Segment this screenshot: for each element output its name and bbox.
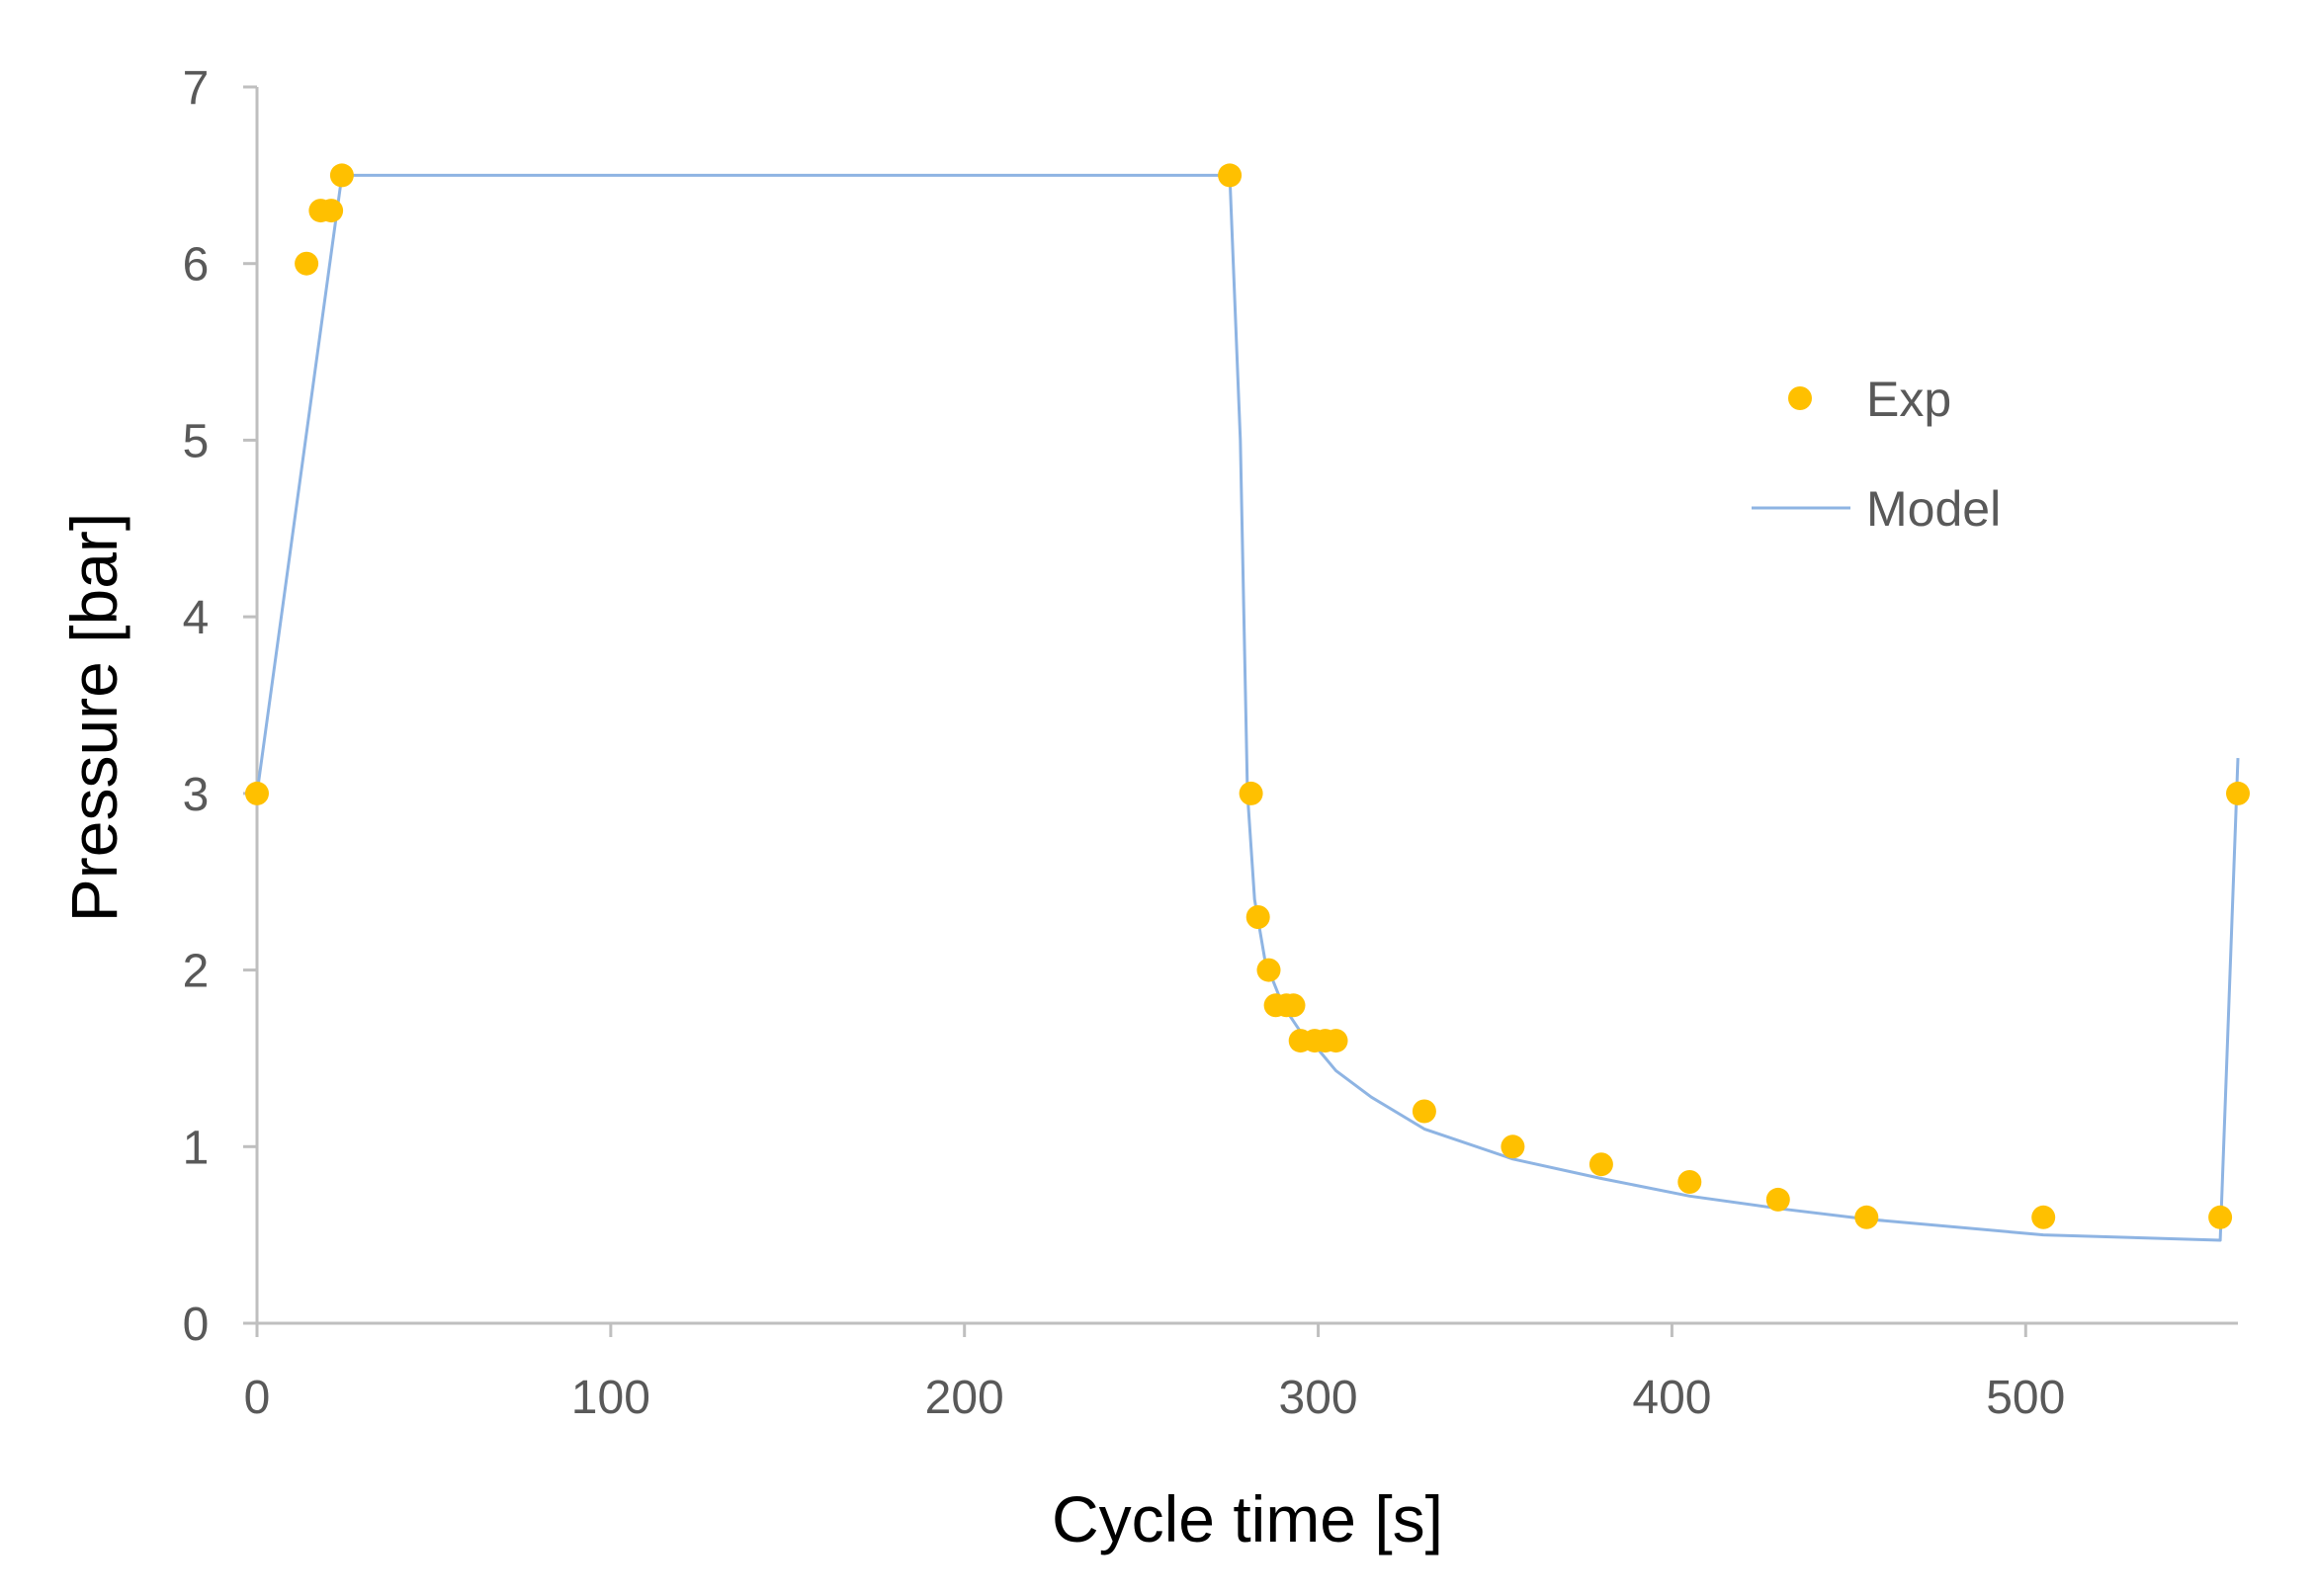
exp-data-point xyxy=(1677,1170,1702,1194)
exp-data-point xyxy=(245,781,269,805)
y-tick-label: 2 xyxy=(183,946,210,998)
exp-data-point xyxy=(1765,1187,1790,1212)
exp-data-point xyxy=(1218,163,1243,188)
x-tick-label: 200 xyxy=(925,1372,1004,1424)
exp-data-point xyxy=(1588,1152,1613,1177)
exp-data-point xyxy=(1256,958,1281,982)
y-tick-label: 0 xyxy=(183,1299,210,1351)
x-axis-title: Cycle time [s] xyxy=(1052,1482,1443,1555)
exp-data-point xyxy=(1324,1029,1348,1053)
x-tick-label: 100 xyxy=(571,1372,650,1424)
y-tick-label: 7 xyxy=(183,62,210,115)
exp-data-point xyxy=(2031,1205,2056,1229)
axes xyxy=(243,85,2238,1337)
legend-exp-marker xyxy=(1788,386,1812,410)
plot-area xyxy=(245,163,2250,1242)
exp-data-point xyxy=(1854,1205,1879,1229)
y-tick-label: 1 xyxy=(183,1122,210,1174)
exp-data-point xyxy=(2208,1205,2233,1229)
y-tick-label: 5 xyxy=(183,415,210,467)
y-tick-label: 6 xyxy=(183,239,210,292)
y-tick-label: 3 xyxy=(183,769,210,821)
exp-data-point xyxy=(319,199,344,223)
legend-model-label: Model xyxy=(1866,481,2001,537)
exp-data-point xyxy=(1281,993,1306,1018)
exp-data-point xyxy=(1501,1134,1525,1159)
exp-data-point xyxy=(1245,905,1270,929)
y-axis-title: Pressure [bar] xyxy=(57,513,130,923)
legend: Exp Model xyxy=(1752,372,2001,537)
exp-data-point xyxy=(295,251,319,276)
exp-data-point xyxy=(2226,781,2250,805)
exp-data-point xyxy=(1239,781,1263,805)
exp-data-point xyxy=(329,163,354,188)
exp-data-point xyxy=(1412,1099,1436,1124)
x-tick-label: 500 xyxy=(1986,1372,2065,1424)
legend-exp-label: Exp xyxy=(1866,372,1951,427)
x-tick-label: 400 xyxy=(1632,1372,1711,1424)
y-tick-label: 4 xyxy=(183,592,210,644)
model-series-line xyxy=(255,173,2240,1242)
tick-labels: 0 1 2 3 4 5 6 7 0 100 200 300 400 500 xyxy=(183,62,2066,1424)
x-tick-label: 300 xyxy=(1279,1372,1358,1424)
x-tick-label: 0 xyxy=(244,1372,271,1424)
